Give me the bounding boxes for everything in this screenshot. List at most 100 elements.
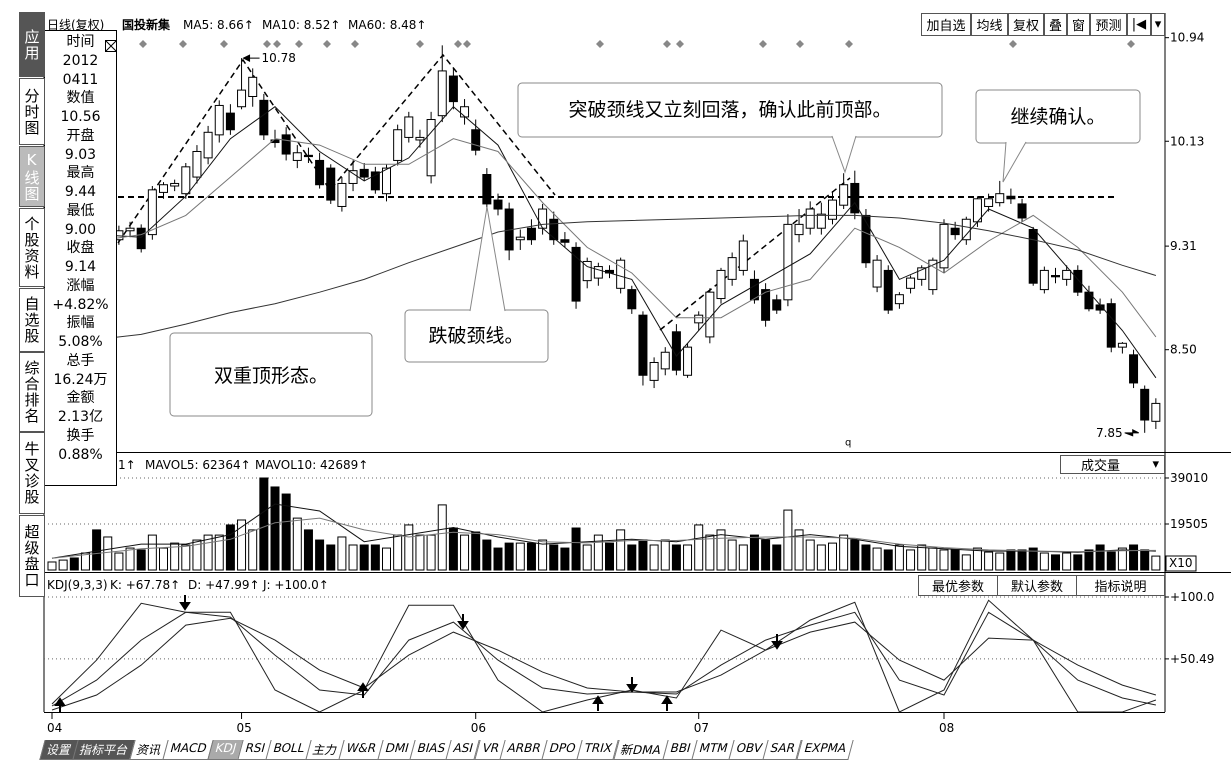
callout-text: 双重顶形态。 bbox=[214, 365, 328, 387]
indicator-button[interactable]: 最优参数 bbox=[918, 575, 998, 596]
volume-bar bbox=[504, 542, 514, 571]
candle-body bbox=[136, 227, 146, 250]
volume-bar bbox=[939, 549, 949, 571]
volume-bar bbox=[917, 544, 927, 571]
sidebar-button[interactable]: 应用 bbox=[19, 12, 45, 77]
volume-bar bbox=[560, 547, 570, 571]
volume-selector[interactable]: 成交量 ▾ bbox=[1060, 455, 1165, 474]
tab[interactable]: ARBR bbox=[499, 740, 549, 760]
candle-body bbox=[482, 174, 492, 205]
tab[interactable]: EXPMA bbox=[795, 740, 853, 760]
candle-body bbox=[1129, 354, 1139, 384]
candle-body bbox=[159, 184, 168, 193]
candle-body bbox=[1028, 228, 1038, 284]
candle-body bbox=[237, 89, 247, 108]
volume-bar bbox=[816, 544, 826, 571]
volume-bar bbox=[794, 529, 804, 571]
volume-bar bbox=[393, 534, 403, 571]
volume-bar bbox=[58, 559, 68, 571]
candle-body bbox=[225, 112, 235, 131]
sidebar-button[interactable]: 分时图 bbox=[19, 78, 45, 145]
candle-body bbox=[738, 240, 748, 271]
volume-bar bbox=[538, 539, 548, 571]
x-tick-label: 07 bbox=[694, 721, 709, 735]
unit-label: X10 bbox=[1169, 556, 1193, 570]
indicator-button[interactable]: 默认参数 bbox=[997, 575, 1077, 596]
toolbar-button[interactable]: 叠 bbox=[1044, 13, 1067, 36]
sidebar-button[interactable]: 自选股 bbox=[19, 288, 45, 352]
volume-bar bbox=[237, 519, 247, 571]
candle-body bbox=[872, 259, 882, 288]
tab[interactable]: BOLL bbox=[265, 740, 312, 760]
volume-bar bbox=[359, 544, 369, 571]
candle-body bbox=[839, 184, 849, 206]
volume-bar bbox=[671, 544, 681, 571]
sidebar-button[interactable]: K线图 bbox=[19, 146, 45, 207]
volume-bar bbox=[683, 544, 693, 571]
series-line bbox=[51, 611, 1157, 707]
volume-selector-label: 成交量 bbox=[1081, 459, 1121, 474]
candle-body bbox=[359, 168, 369, 178]
toolbar-button[interactable]: 加自选 bbox=[921, 13, 971, 36]
candle-body bbox=[1117, 342, 1127, 348]
candle-body bbox=[192, 150, 202, 178]
menu-button[interactable]: ▾ bbox=[1151, 13, 1165, 36]
candle-body bbox=[694, 314, 704, 324]
callout-box bbox=[169, 332, 373, 417]
volume-bar bbox=[147, 534, 157, 571]
sidebar-button[interactable]: 个股资料 bbox=[19, 208, 45, 287]
candle-body bbox=[326, 167, 336, 201]
candle-body bbox=[649, 361, 659, 381]
legend-label: D: +47.99↑ bbox=[188, 578, 260, 592]
tab[interactable]: 新DMA bbox=[613, 740, 669, 760]
volume-bar bbox=[783, 509, 793, 571]
info-item: 0411 bbox=[62, 71, 99, 88]
back-button[interactable]: |◀ bbox=[1127, 13, 1151, 36]
toolbar-button[interactable]: 预测 bbox=[1090, 13, 1127, 36]
close-box[interactable] bbox=[105, 40, 117, 52]
volume-bar bbox=[883, 549, 893, 571]
volume-bar bbox=[660, 539, 670, 571]
volume-bar bbox=[1028, 547, 1038, 571]
toolbar-button[interactable]: 均线 bbox=[971, 13, 1008, 36]
candle-body bbox=[1140, 388, 1150, 421]
volume-bar bbox=[259, 477, 269, 571]
tab[interactable]: W&R bbox=[338, 740, 384, 760]
indicator-button[interactable]: 指标说明 bbox=[1076, 575, 1165, 596]
volume-bar bbox=[482, 539, 492, 571]
sidebar-button[interactable]: 综合排名 bbox=[19, 352, 45, 432]
volume-bar bbox=[181, 544, 191, 571]
candle-body bbox=[1151, 402, 1161, 422]
candle-body bbox=[214, 104, 224, 136]
callout-pointer bbox=[831, 135, 857, 174]
sidebar-button[interactable]: 牛叉诊股 bbox=[19, 432, 45, 514]
candle-body bbox=[805, 208, 815, 229]
volume-bar bbox=[460, 534, 470, 571]
candle-body bbox=[393, 129, 403, 161]
unit-box bbox=[1165, 555, 1197, 572]
volume-bar bbox=[549, 544, 559, 571]
series-line bbox=[51, 138, 1157, 338]
volume-bar bbox=[281, 493, 291, 571]
volume-bar bbox=[616, 529, 626, 571]
sidebar-button[interactable]: 超级盘口 bbox=[19, 515, 45, 597]
event-marker bbox=[663, 40, 671, 48]
volume-bar bbox=[415, 534, 425, 571]
tab[interactable]: MACD bbox=[162, 740, 214, 760]
tab[interactable]: MTM bbox=[690, 740, 735, 760]
candle-body bbox=[281, 134, 291, 155]
volume-bar bbox=[727, 539, 737, 571]
toolbar-button[interactable]: 窗 bbox=[1067, 13, 1090, 36]
volume-bar bbox=[1017, 549, 1027, 571]
volume-bar bbox=[638, 539, 648, 571]
volume-bar bbox=[972, 547, 982, 571]
info-item: 9.14 bbox=[64, 259, 97, 275]
volume-bar bbox=[404, 524, 414, 571]
candle-body bbox=[437, 70, 447, 117]
candle-body bbox=[861, 214, 871, 264]
toolbar-button[interactable]: 复权 bbox=[1008, 13, 1044, 36]
tab[interactable]: 指标平台 bbox=[72, 740, 136, 760]
event-marker bbox=[454, 40, 462, 48]
event-marker bbox=[273, 40, 281, 48]
